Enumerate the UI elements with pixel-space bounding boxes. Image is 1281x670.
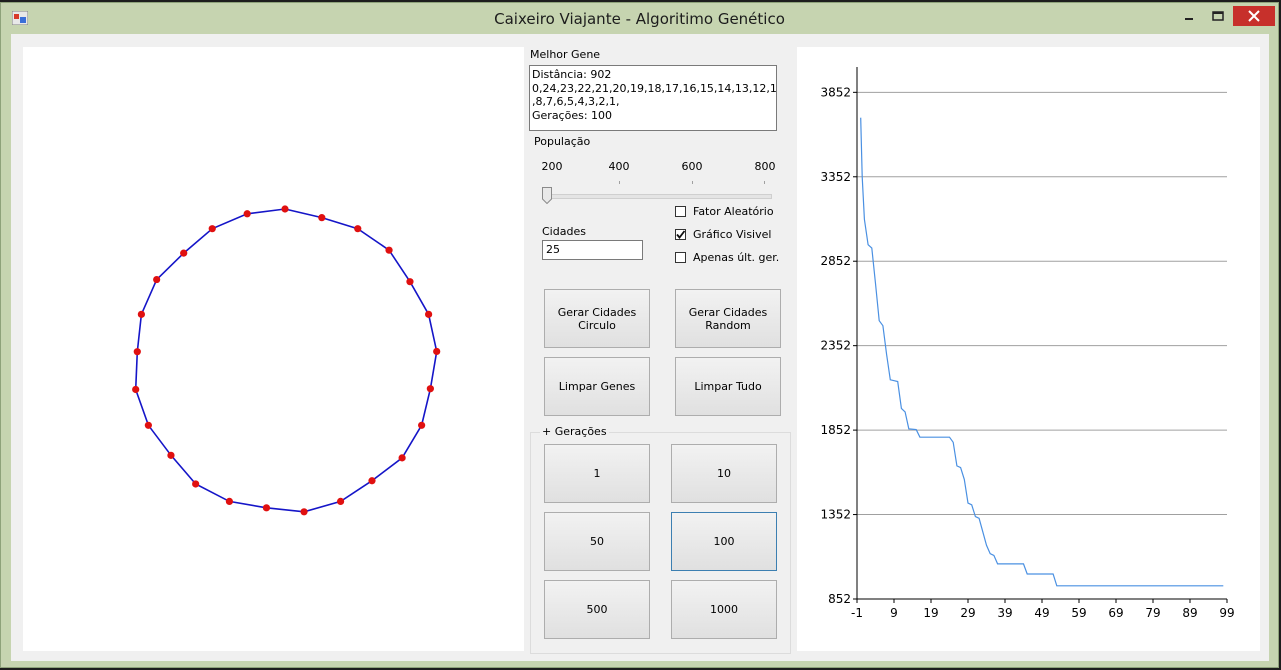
x-tick-label: 69 <box>1108 606 1123 620</box>
title-bar[interactable]: Caixeiro Viajante - Algoritimo Genético <box>1 3 1278 33</box>
slider-tick <box>692 181 693 184</box>
maximize-button[interactable] <box>1205 6 1231 27</box>
checkmark-icon <box>675 229 686 240</box>
city-point <box>180 250 187 257</box>
generate-circle-cities-button[interactable]: Gerar Cidades Circulo <box>544 289 650 348</box>
y-tick-label: 2352 <box>820 339 851 353</box>
slider-tick <box>619 181 620 184</box>
y-tick-label: 1852 <box>820 423 851 437</box>
button-label: Gerar Cidades Random <box>689 306 768 332</box>
generations-group-label: + Gerações <box>540 425 609 438</box>
chart-visible-label[interactable]: Gráfico Visivel <box>693 228 771 241</box>
route-canvas[interactable] <box>23 47 524 651</box>
city-point <box>337 498 344 505</box>
city-point <box>138 311 145 318</box>
city-point <box>354 225 361 232</box>
population-slider[interactable] <box>542 194 772 199</box>
city-point <box>433 348 440 355</box>
city-point <box>226 498 233 505</box>
city-point <box>399 454 406 461</box>
population-tick-400: 400 <box>609 160 630 173</box>
city-point <box>406 278 413 285</box>
client-area: Melhor Gene Distância: 902 0,24,23,22,21… <box>11 34 1269 661</box>
clear-all-button[interactable]: Limpar Tudo <box>675 357 781 416</box>
best-genes-line-2: ,8,7,6,5,4,3,2,1, <box>532 95 774 109</box>
city-point <box>263 504 270 511</box>
population-slider-thumb[interactable] <box>542 187 552 204</box>
y-tick-label: 3352 <box>820 170 851 184</box>
y-tick-label: 1352 <box>820 508 851 522</box>
generate-random-cities-button[interactable]: Gerar Cidades Random <box>675 289 781 348</box>
city-point <box>209 225 216 232</box>
population-tick-600: 600 <box>682 160 703 173</box>
population-label: População <box>534 135 590 148</box>
close-button[interactable] <box>1233 6 1275 26</box>
city-point <box>418 422 425 429</box>
random-factor-checkbox[interactable] <box>675 206 686 217</box>
best-genes-line-1: 0,24,23,22,21,20,19,18,17,16,15,14,13,12… <box>532 82 774 96</box>
slider-tick <box>764 181 765 184</box>
last-gen-only-checkbox[interactable] <box>675 252 686 263</box>
city-point <box>427 385 434 392</box>
add-10-generations-button[interactable]: 10 <box>671 444 777 503</box>
best-distance: Distância: 902 <box>532 68 774 82</box>
x-tick-label: 59 <box>1071 606 1086 620</box>
route-drawing <box>23 47 524 651</box>
add-1-generation-button[interactable]: 1 <box>544 444 650 503</box>
city-point <box>244 210 251 217</box>
best-gene-textbox[interactable]: Distância: 902 0,24,23,22,21,20,19,18,17… <box>529 65 777 131</box>
population-tick-200: 200 <box>542 160 563 173</box>
add-100-generations-button[interactable]: 100 <box>671 512 777 571</box>
city-point <box>300 508 307 515</box>
best-generations: Gerações: 100 <box>532 109 774 123</box>
cities-input[interactable]: 25 <box>542 240 643 260</box>
cities-label: Cidades <box>542 225 586 238</box>
add-50-generations-button[interactable]: 50 <box>544 512 650 571</box>
clear-genes-button[interactable]: Limpar Genes <box>544 357 650 416</box>
x-tick-label: 29 <box>960 606 975 620</box>
random-factor-label[interactable]: Fator Aleatório <box>693 205 774 218</box>
last-gen-only-label[interactable]: Apenas últ. ger. <box>693 251 779 264</box>
minimize-button[interactable] <box>1176 6 1202 27</box>
add-1000-generations-button[interactable]: 1000 <box>671 580 777 639</box>
city-point <box>385 247 392 254</box>
y-tick-label: 3852 <box>820 85 851 99</box>
city-point <box>368 477 375 484</box>
chart-visible-checkbox[interactable] <box>675 229 686 240</box>
city-point <box>153 276 160 283</box>
y-tick-label: 2852 <box>820 254 851 268</box>
fitness-series-line <box>861 118 1224 586</box>
button-label-line: Circulo <box>558 319 637 332</box>
city-point <box>425 311 432 318</box>
x-tick-label: 49 <box>1034 606 1049 620</box>
city-point <box>167 452 174 459</box>
button-label-line: Random <box>689 319 768 332</box>
city-point <box>134 348 141 355</box>
x-tick-label: 19 <box>923 606 938 620</box>
x-tick-label: 39 <box>997 606 1012 620</box>
add-500-generations-button[interactable]: 500 <box>544 580 650 639</box>
button-label: Gerar Cidades Circulo <box>558 306 637 332</box>
population-tick-800: 800 <box>755 160 776 173</box>
x-tick-label: 79 <box>1145 606 1160 620</box>
y-tick-label: 852 <box>828 592 851 606</box>
x-tick-label: 89 <box>1182 606 1197 620</box>
city-point <box>281 205 288 212</box>
x-tick-label: 9 <box>890 606 898 620</box>
x-tick-label: -1 <box>851 606 863 620</box>
window-title: Caixeiro Viajante - Algoritimo Genético <box>1 10 1278 28</box>
button-label-line: Gerar Cidades <box>558 306 637 319</box>
fitness-chart-panel: 852 1352 1852 2352 2852 3352 3852 -1 9 19 29 39 49 59… <box>797 47 1260 651</box>
best-gene-label: Melhor Gene <box>530 48 600 61</box>
fitness-chart: 852 1352 1852 2352 2852 3352 3852 -1 9 19 29 39 49 59… <box>797 47 1260 651</box>
city-point <box>132 386 139 393</box>
city-point <box>318 214 325 221</box>
city-point <box>192 480 199 487</box>
button-label-line: Gerar Cidades <box>689 306 768 319</box>
x-tick-label: 99 <box>1219 606 1234 620</box>
city-point <box>145 422 152 429</box>
